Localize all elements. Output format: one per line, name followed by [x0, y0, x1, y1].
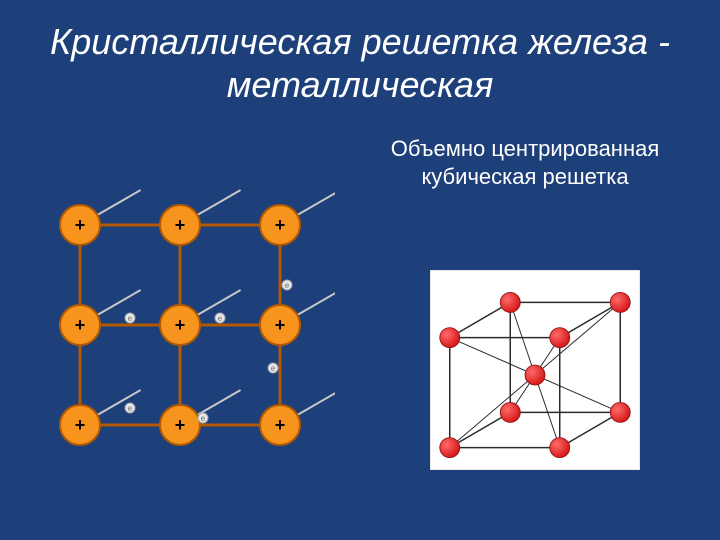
subtitle: Объемно центрированная кубическая решетк… [370, 135, 680, 190]
slide: Кристаллическая решетка железа - металли… [0, 0, 720, 540]
ion-label: + [75, 215, 86, 235]
atom-node [500, 292, 520, 312]
ion-label: + [175, 215, 186, 235]
electron-label: e [218, 314, 223, 323]
electron-label: e [128, 314, 133, 323]
metallic-lattice-diagram: + + + + + + + + + e e e e e e [35, 180, 335, 480]
bcc-cube-diagram [430, 270, 640, 470]
electron-label: e [201, 414, 206, 423]
atom-node [440, 328, 460, 348]
ion-label: + [175, 415, 186, 435]
atom-node [440, 438, 460, 458]
atom-node [610, 292, 630, 312]
atom-node [500, 402, 520, 422]
atom-node [550, 328, 570, 348]
ion-label: + [75, 415, 86, 435]
atom-node [610, 402, 630, 422]
electron-label: e [271, 364, 276, 373]
ion-label: + [75, 315, 86, 335]
ion-label: + [275, 415, 286, 435]
ion-label: + [175, 315, 186, 335]
ion-label: + [275, 215, 286, 235]
electron-label: e [285, 281, 290, 290]
ion-label: + [275, 315, 286, 335]
atom-node [550, 438, 570, 458]
electron-label: e [128, 404, 133, 413]
slide-title: Кристаллическая решетка железа - металли… [0, 20, 720, 106]
atom-node [525, 365, 545, 385]
